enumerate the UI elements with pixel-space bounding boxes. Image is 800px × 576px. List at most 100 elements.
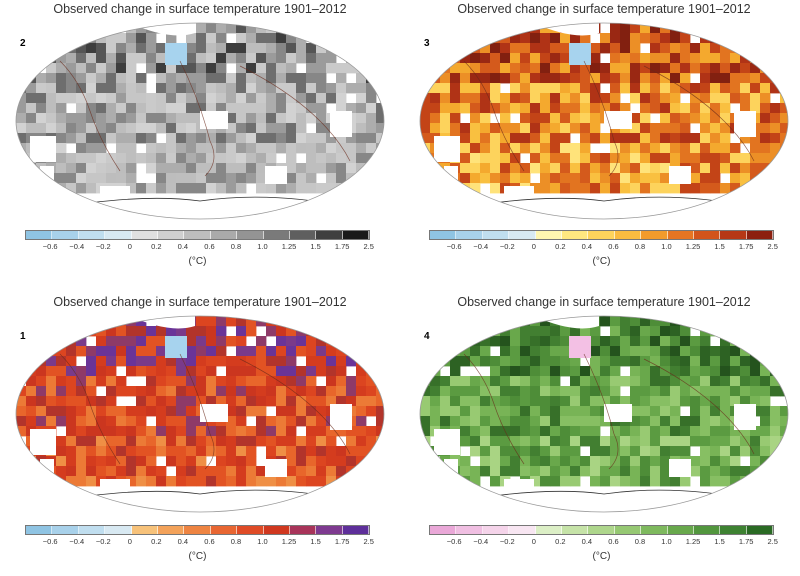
grid-cell: [346, 103, 357, 114]
grid-cell: [286, 183, 297, 194]
grid-cell: [670, 113, 681, 124]
grid-cell: [710, 446, 721, 457]
grid-cell: [336, 356, 347, 367]
grid-cell: [136, 326, 147, 337]
grid-cell: [640, 446, 651, 457]
grid-cell: [510, 73, 521, 84]
grid-cell: [216, 396, 227, 407]
grid-cell: [16, 366, 27, 377]
grid-cell: [590, 113, 601, 124]
grid-cell: [206, 446, 217, 457]
grid-cell: [346, 23, 357, 34]
grid-cell: [510, 366, 521, 377]
grid-cell: [610, 133, 621, 144]
grid-cell: [266, 396, 277, 407]
grid-cell: [580, 326, 591, 337]
grid-cell: [286, 386, 297, 397]
grid-cell: [46, 63, 57, 74]
grid-cell: [336, 376, 347, 387]
grid-cell: [700, 446, 711, 457]
grid-cell: [86, 173, 97, 184]
grid-cell: [450, 336, 461, 347]
grid-cell: [126, 436, 137, 447]
grid-cell: [750, 143, 761, 154]
grid-cell: [440, 406, 451, 417]
grid-cell: [106, 336, 117, 347]
grid-cell: [196, 476, 207, 487]
grid-cell: [376, 446, 384, 457]
colorbar-tick-label: 0.8: [230, 537, 242, 546]
grid-cell: [306, 93, 317, 104]
grid-cell: [750, 73, 761, 84]
grid-cell: [226, 73, 237, 84]
grid-cell: [226, 183, 237, 194]
grid-cell: [750, 43, 761, 54]
grid-cell: [550, 426, 561, 437]
grid-cell: [196, 336, 207, 347]
grid-cell: [680, 83, 691, 94]
grid-cell: [36, 113, 47, 124]
grid-cell: [56, 103, 67, 114]
grid-cell: [470, 346, 481, 357]
grid-cell: [206, 346, 217, 357]
grid-cell: [610, 396, 621, 407]
grid-cell: [316, 446, 327, 457]
grid-cell: [760, 143, 771, 154]
grid-cell: [316, 396, 327, 407]
grid-cell: [246, 386, 257, 397]
grid-cell: [76, 93, 87, 104]
grid-cell: [510, 336, 521, 347]
grid-cell: [336, 456, 347, 467]
grid-cell: [286, 93, 297, 104]
no-data-area: [604, 111, 632, 129]
grid-cell: [306, 83, 317, 94]
grid-cell: [46, 103, 57, 114]
grid-cell: [196, 163, 207, 174]
grid-cell: [126, 426, 137, 437]
grid-cell: [156, 83, 167, 94]
grid-cell: [530, 23, 541, 34]
grid-cell: [166, 133, 177, 144]
grid-cell: [570, 153, 581, 164]
grid-cell: [780, 183, 788, 194]
grid-cell: [440, 23, 451, 34]
grid-cell: [176, 416, 187, 427]
grid-cell: [316, 426, 327, 437]
grid-cell: [296, 336, 307, 347]
grid-cell: [660, 113, 671, 124]
grid-cell: [710, 123, 721, 134]
world-map: [419, 22, 789, 220]
grid-cell: [480, 406, 491, 417]
grid-cell: [710, 406, 721, 417]
grid-cell: [680, 153, 691, 164]
grid-cell: [66, 346, 77, 357]
grid-cell: [600, 73, 611, 84]
grid-cell: [236, 133, 247, 144]
grid-cell: [540, 143, 551, 154]
grid-cell: [306, 396, 317, 407]
grid-cell: [630, 466, 641, 477]
grid-cell: [670, 153, 681, 164]
grid-cell: [470, 163, 481, 174]
grid-cell: [206, 23, 217, 34]
grid-cell: [106, 73, 117, 84]
grid-cell: [256, 83, 267, 94]
grid-cell: [520, 163, 531, 174]
grid-cell: [710, 476, 721, 487]
grid-cell: [660, 43, 671, 54]
grid-cell: [530, 33, 541, 44]
grid-cell: [510, 356, 521, 367]
grid-cell: [470, 183, 481, 194]
grid-cell: [126, 183, 137, 194]
grid-cell: [326, 366, 337, 377]
grid-cell: [660, 103, 671, 114]
grid-cell: [116, 466, 127, 477]
grid-cell: [520, 73, 531, 84]
grid-cell: [540, 153, 551, 164]
grid-cell: [620, 163, 631, 174]
antarctica-coastline: [49, 196, 351, 210]
grid-cell: [580, 143, 591, 154]
grid-cell: [470, 326, 481, 337]
grid-cell: [490, 386, 501, 397]
grid-cell: [76, 376, 87, 387]
